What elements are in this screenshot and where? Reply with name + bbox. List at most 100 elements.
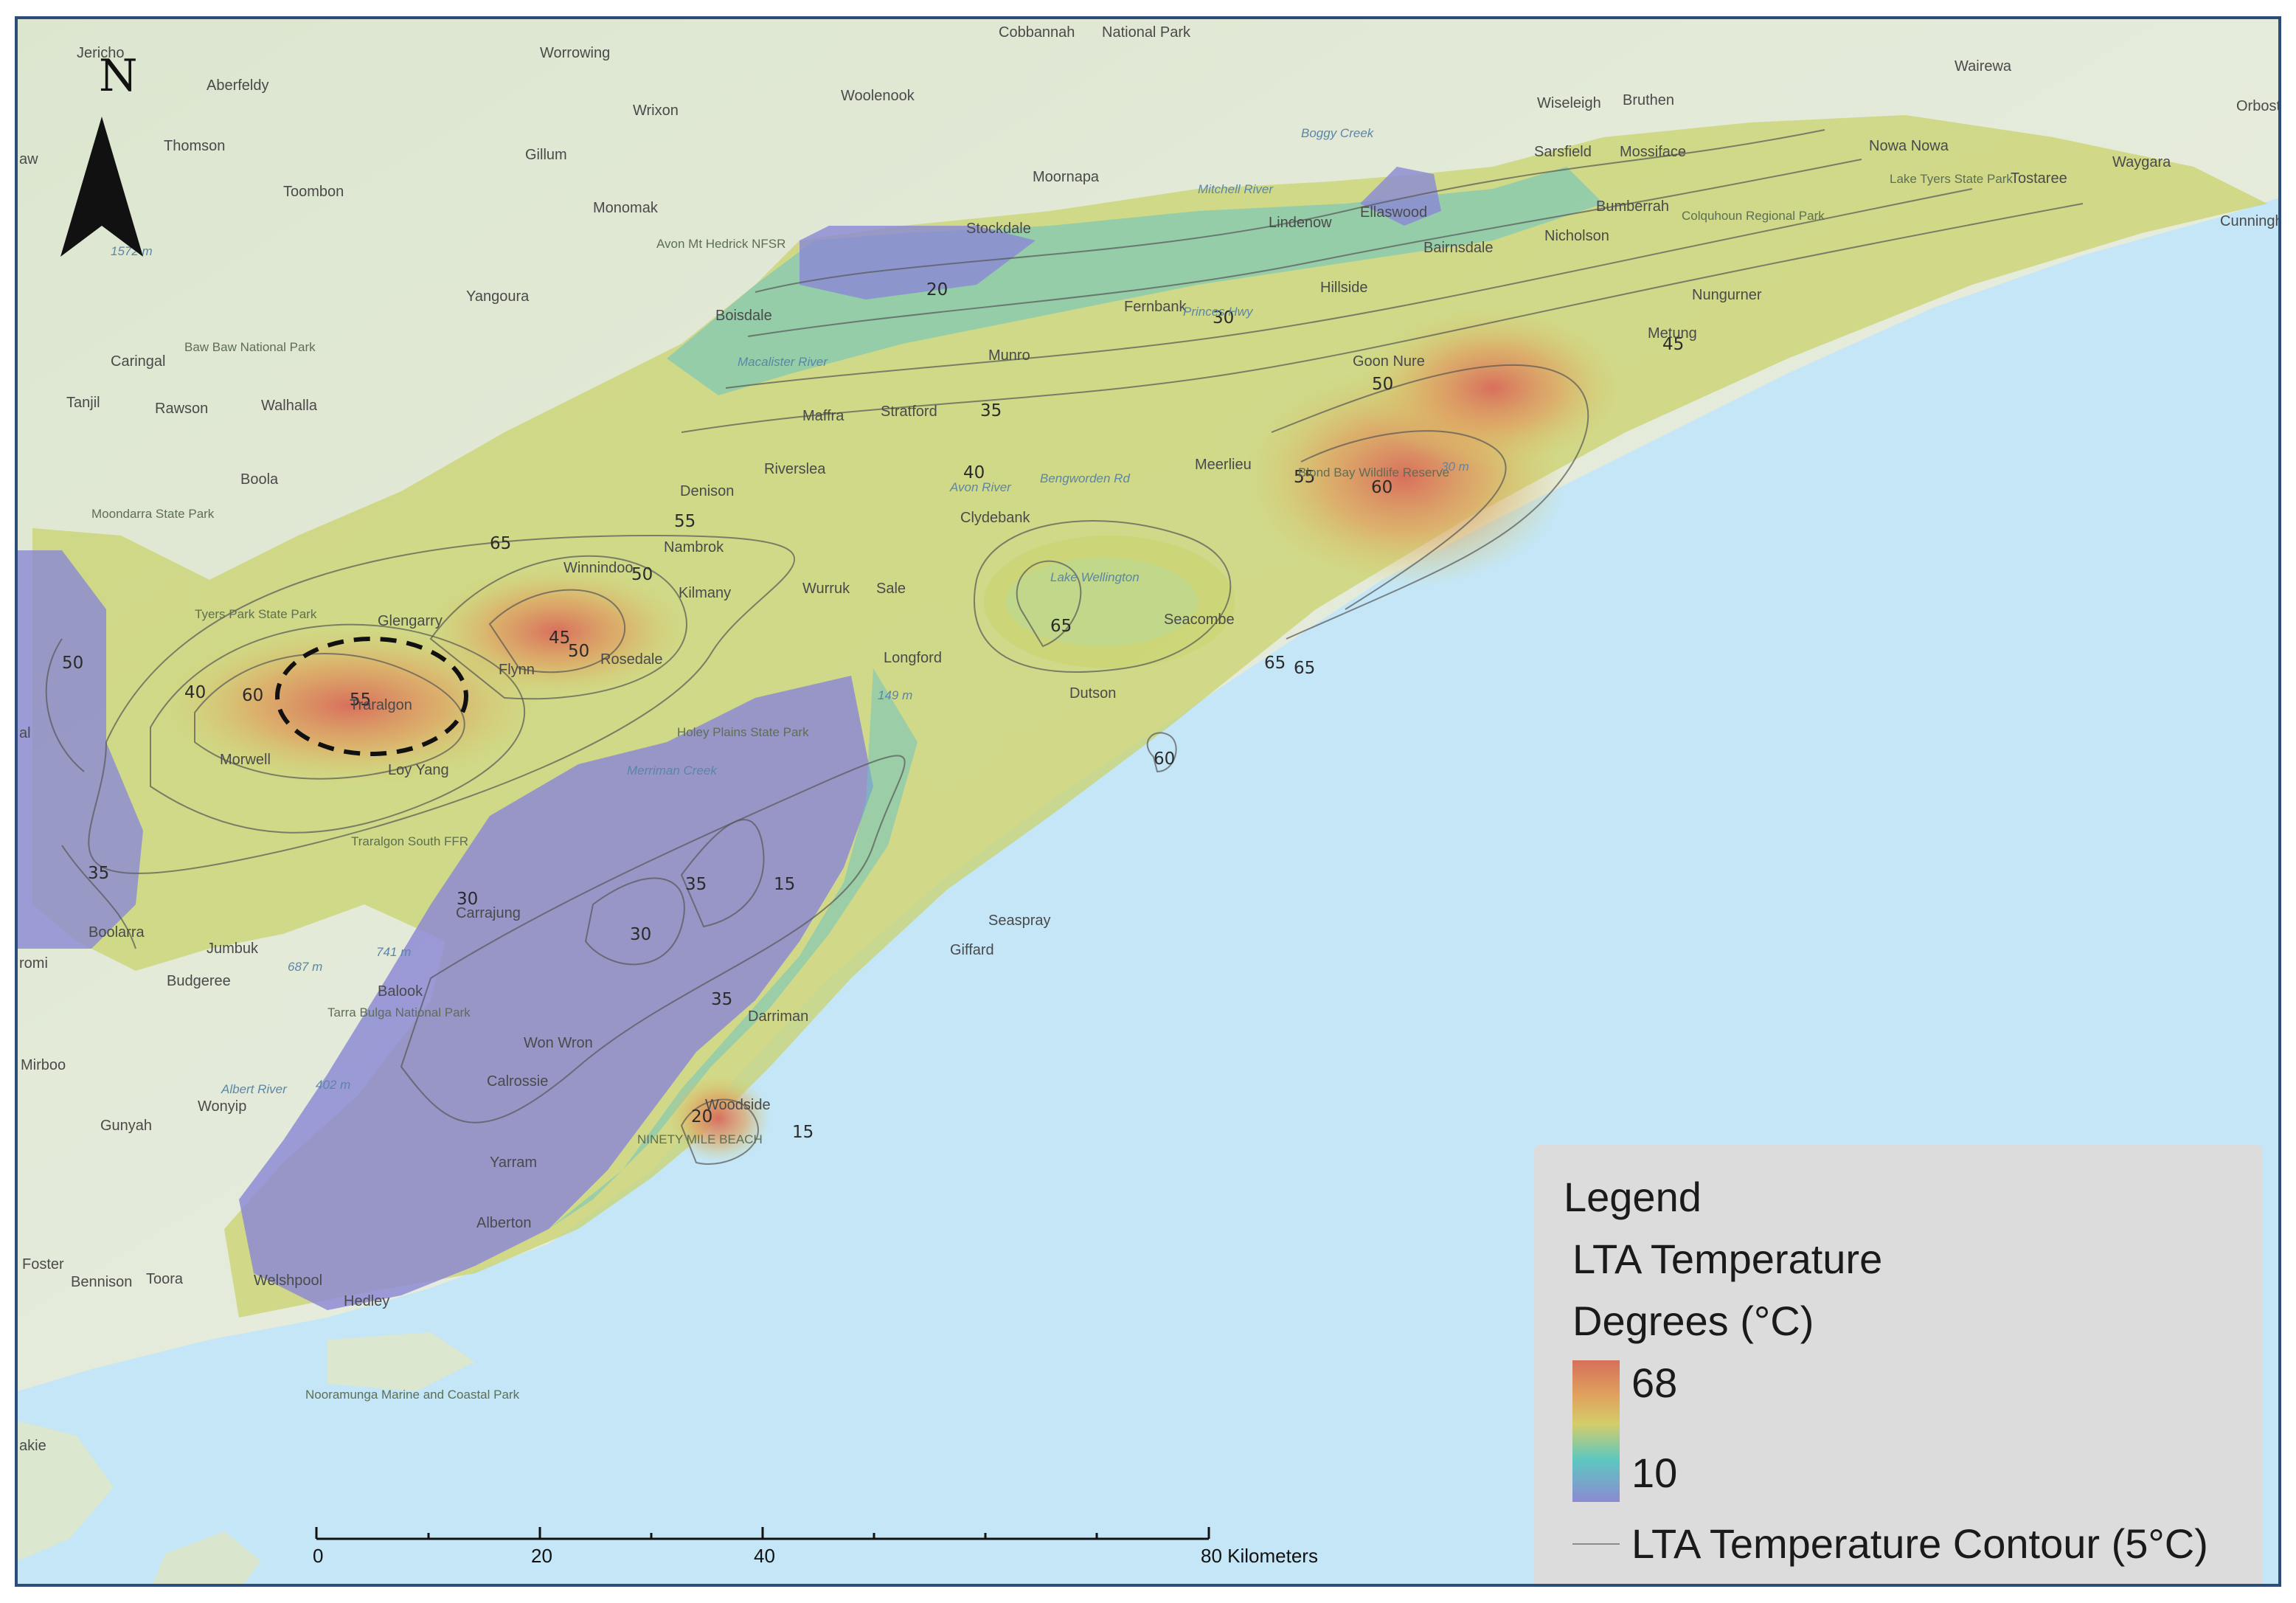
contour-label: 40 bbox=[184, 683, 206, 702]
place-label: Seacombe bbox=[1164, 612, 1235, 628]
place-label: Wrixon bbox=[633, 103, 679, 119]
legend-layer-name: LTA Temperature bbox=[1572, 1236, 1883, 1282]
map-canvas[interactable]: 20 30 35 40 45 50 55 60 65 65 65 55 60 6… bbox=[18, 19, 2281, 1587]
place-label: Riverslea bbox=[764, 461, 826, 477]
legend-contour-swatch bbox=[1572, 1543, 1620, 1545]
place-label: Darriman bbox=[748, 1008, 808, 1025]
contour-label: 50 bbox=[568, 642, 589, 661]
place-label: Wonyip bbox=[198, 1098, 246, 1115]
contour-label: 55 bbox=[1294, 468, 1315, 487]
place-label: Toombon bbox=[283, 184, 344, 200]
water-label: Boggy Creek bbox=[1301, 126, 1375, 140]
place-label: Fernbank bbox=[1124, 299, 1187, 315]
place-label: Carrajung bbox=[456, 905, 521, 921]
place-label: Gunyah bbox=[100, 1118, 152, 1134]
place-label: Orbost bbox=[2236, 98, 2281, 114]
road-label: Bengworden Rd bbox=[1040, 471, 1130, 485]
place-label: Morwell bbox=[220, 752, 271, 768]
park-label: Nooramunga Marine and Coastal Park bbox=[305, 1388, 520, 1402]
place-label: Tanjil bbox=[66, 395, 100, 411]
place-label: Foster bbox=[22, 1256, 64, 1273]
legend-title: Legend bbox=[1564, 1174, 1702, 1220]
contour-label: 65 bbox=[1050, 617, 1072, 636]
cold-zone-south bbox=[239, 676, 873, 1310]
scale-label: 40 bbox=[754, 1545, 775, 1567]
place-label: Denison bbox=[680, 483, 734, 499]
contour-label: 35 bbox=[711, 990, 732, 1009]
place-label: Bruthen bbox=[1623, 92, 1674, 108]
place-label: Nambrok bbox=[664, 539, 724, 555]
contour-label: 50 bbox=[62, 654, 83, 673]
place-label: Longford bbox=[884, 650, 942, 666]
park-label: Colquhoun Regional Park bbox=[1682, 209, 1825, 223]
place-label: akie bbox=[19, 1438, 46, 1454]
legend-high-value: 68 bbox=[1631, 1360, 1678, 1406]
water-label: Albert River bbox=[221, 1082, 288, 1096]
park-label: Blond Bay Wildlife Reserve bbox=[1298, 465, 1449, 479]
elevation-label: 687 m bbox=[288, 960, 322, 974]
place-label: Metung bbox=[1648, 325, 1697, 342]
place-label: Waygara bbox=[2112, 154, 2171, 170]
contour-label: 20 bbox=[691, 1107, 712, 1126]
place-label: Boola bbox=[240, 471, 279, 488]
place-label: Loy Yang bbox=[388, 762, 449, 778]
place-label: Munro bbox=[988, 347, 1030, 364]
water-label: Avon River bbox=[949, 480, 1012, 494]
place-label: Woolenook bbox=[841, 88, 915, 104]
contour-label: 60 bbox=[242, 686, 263, 705]
water-label: Mitchell River bbox=[1198, 182, 1274, 196]
place-label: Moornapa bbox=[1033, 169, 1100, 185]
place-label: Bumberrah bbox=[1596, 198, 1669, 215]
place-label: Woodside bbox=[705, 1097, 771, 1113]
scale-label: 20 bbox=[531, 1545, 552, 1567]
water-label: Merriman Creek bbox=[627, 764, 718, 778]
place-label: Cobbannah bbox=[999, 24, 1075, 41]
place-label: Traralgon bbox=[350, 697, 412, 713]
warm-spot-woodside bbox=[667, 1074, 770, 1163]
park-label: Holey Plains State Park bbox=[677, 725, 809, 739]
place-label: Maffra bbox=[802, 408, 844, 424]
cold-zone-ne bbox=[1360, 167, 1441, 226]
water-label: Lake Wellington bbox=[1050, 570, 1140, 584]
park-label: Avon Mt Hedrick NFSR bbox=[656, 237, 785, 251]
place-label: Won Wron bbox=[524, 1035, 593, 1051]
place-label: Dutson bbox=[1069, 685, 1116, 702]
place-label: Boisdale bbox=[715, 308, 772, 324]
contour-label: 60 bbox=[1154, 749, 1175, 769]
place-label: Stockdale bbox=[966, 221, 1031, 237]
place-label: Seaspray bbox=[988, 913, 1051, 929]
place-label: Mirboo bbox=[21, 1057, 66, 1073]
place-label: Wurruk bbox=[802, 581, 850, 597]
legend-panel: Legend LTA Temperature Degrees (°C) 68 1… bbox=[1534, 1145, 2263, 1584]
elevation-label: 30 m bbox=[1441, 460, 1469, 474]
legend-units: Degrees (°C) bbox=[1572, 1298, 1814, 1344]
contour-label: 50 bbox=[631, 565, 653, 584]
hot-zone-goon-nure bbox=[1360, 307, 1626, 469]
place-label: Hillside bbox=[1320, 280, 1367, 296]
contour-label: 55 bbox=[674, 512, 696, 531]
island bbox=[327, 1332, 475, 1391]
elevation-label: 741 m bbox=[376, 945, 411, 959]
park-label: NINETY MILE BEACH bbox=[637, 1132, 763, 1146]
place-label: Lindenow bbox=[1269, 215, 1332, 231]
contour-label: 30 bbox=[457, 890, 478, 909]
place-labels: Jericho Cobbannah National Park Worrowin… bbox=[19, 24, 2281, 1454]
place-label: Monomak bbox=[593, 200, 659, 216]
traralgon-highlight-ellipse bbox=[275, 637, 468, 756]
contour-label: 20 bbox=[926, 280, 948, 300]
promontory bbox=[153, 1531, 261, 1584]
contour-label: 35 bbox=[88, 864, 109, 883]
park-label: Lake Tyers State Park bbox=[1890, 172, 2013, 186]
park-label: Moondarra State Park bbox=[91, 507, 215, 521]
road-label: Princes Hwy bbox=[1183, 305, 1254, 319]
contour-label: 65 bbox=[490, 534, 511, 553]
park-label: Tyers Park State Park bbox=[195, 607, 317, 621]
place-label: Goon Nure bbox=[1353, 353, 1425, 370]
place-label: Yarram bbox=[490, 1154, 537, 1171]
contour-label: 65 bbox=[1294, 659, 1315, 678]
place-label: Hedley bbox=[344, 1293, 389, 1309]
contour-label: 50 bbox=[1372, 375, 1393, 394]
place-label: Jericho bbox=[77, 45, 124, 61]
contour-label: 65 bbox=[1264, 654, 1286, 673]
place-label: Yangoura bbox=[466, 288, 530, 305]
